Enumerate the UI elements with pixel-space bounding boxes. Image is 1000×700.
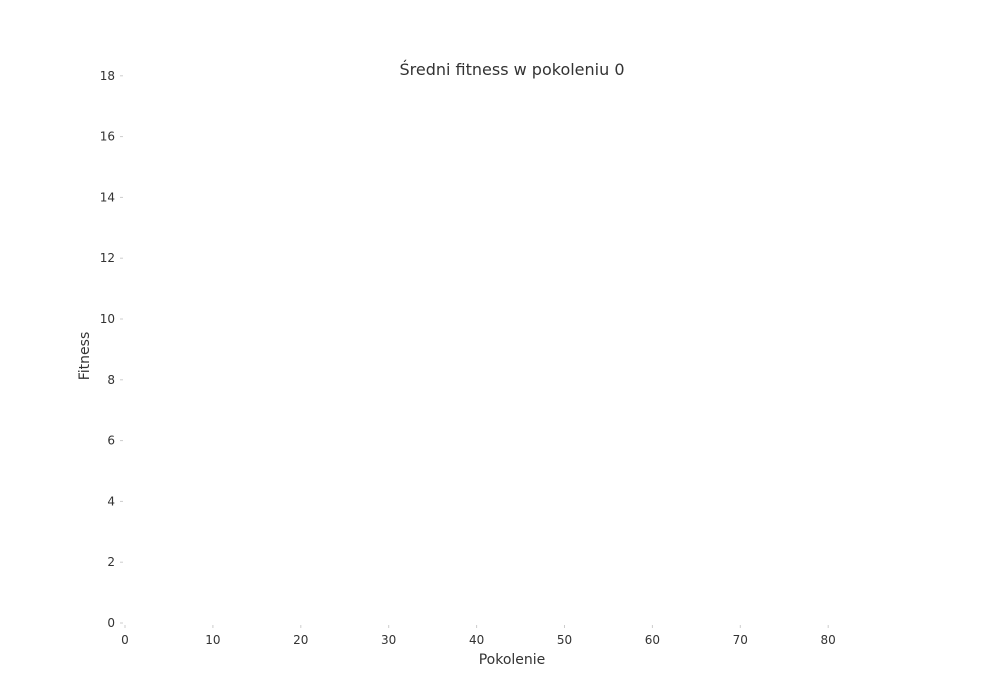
x-axis-ticks: 0 10 20 30 40 50 60 70 80	[121, 625, 836, 647]
x-tick-label: 40	[469, 633, 484, 647]
y-axis-ticks: 0 2 4 6 8 10 12 14 16 18	[100, 69, 123, 630]
x-tick-label: 50	[557, 633, 572, 647]
y-tick-label: 12	[100, 251, 115, 265]
x-tick-label: 80	[821, 633, 836, 647]
x-tick-label: 20	[293, 633, 308, 647]
x-tick-label: 0	[121, 633, 129, 647]
y-tick-label: 2	[107, 555, 115, 569]
y-tick-label: 4	[107, 494, 115, 508]
x-tick-label: 30	[381, 633, 396, 647]
y-tick-label: 0	[107, 616, 115, 630]
y-tick-label: 8	[107, 373, 115, 387]
x-tick-label: 10	[205, 633, 220, 647]
x-axis-label: Pokolenie	[479, 652, 546, 668]
y-tick-label: 18	[100, 69, 115, 83]
y-tick-label: 14	[100, 190, 115, 204]
y-tick-label: 16	[100, 130, 115, 144]
y-axis-label: Fitness	[77, 332, 93, 381]
chart-title: Średni fitness w pokoleniu 0	[399, 60, 624, 79]
y-tick-label: 10	[100, 312, 115, 326]
x-tick-label: 60	[645, 633, 660, 647]
x-tick-label: 70	[733, 633, 748, 647]
y-tick-label: 6	[107, 434, 115, 448]
